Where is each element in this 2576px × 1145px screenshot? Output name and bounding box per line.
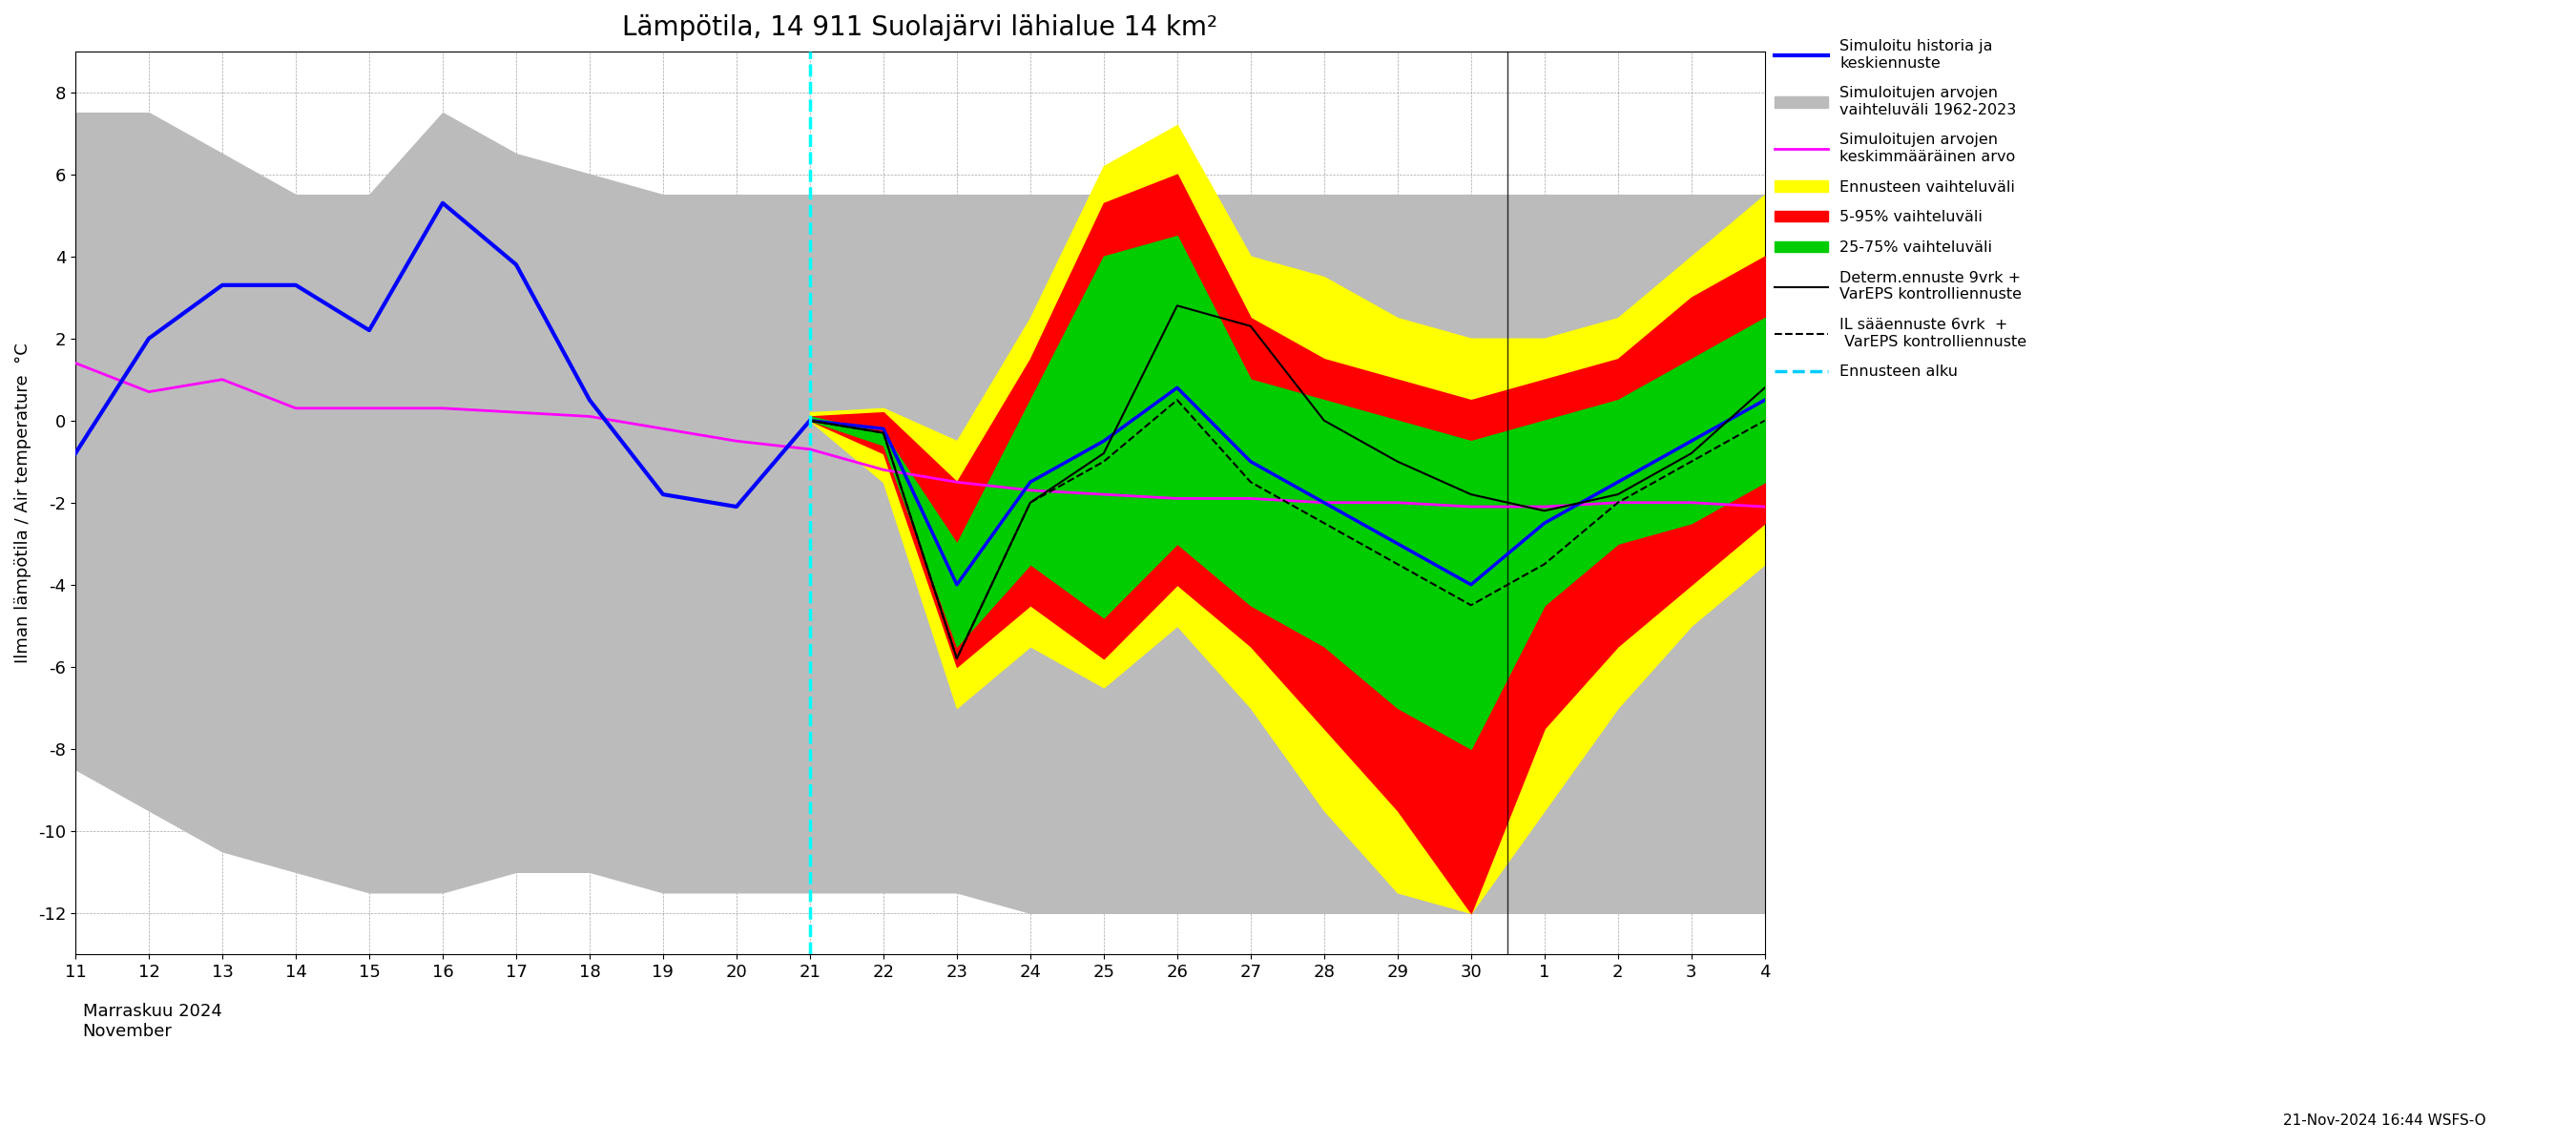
Text: Marraskuu 2024
November: Marraskuu 2024 November — [82, 1003, 222, 1041]
Y-axis label: Ilman lämpötila / Air temperature  °C: Ilman lämpötila / Air temperature °C — [15, 342, 31, 663]
Title: Lämpötila, 14 911 Suolajärvi lähialue 14 km²: Lämpötila, 14 911 Suolajärvi lähialue 14… — [623, 14, 1218, 41]
Text: 21-Nov-2024 16:44 WSFS-O: 21-Nov-2024 16:44 WSFS-O — [2282, 1113, 2486, 1128]
Legend: Simuloitu historia ja
keskiennuste, Simuloitujen arvojen
vaihteluväli 1962-2023,: Simuloitu historia ja keskiennuste, Simu… — [1767, 33, 2032, 385]
